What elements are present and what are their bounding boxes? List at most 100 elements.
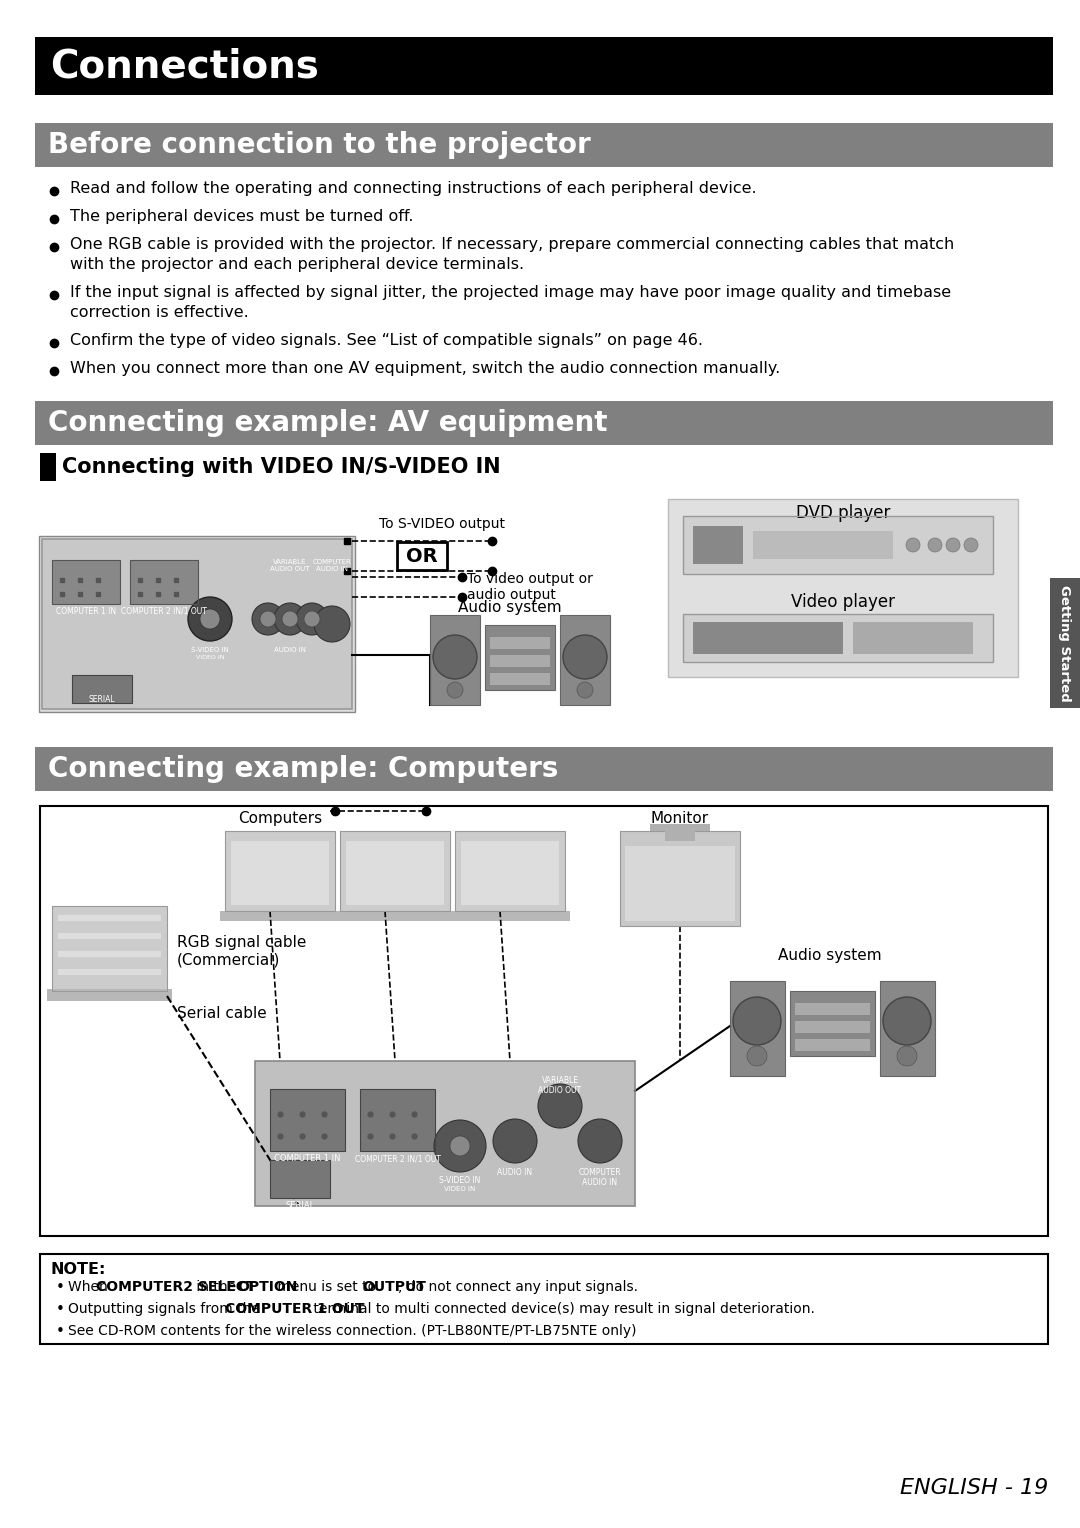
Bar — [35, 747, 1053, 792]
Bar — [620, 831, 740, 926]
Circle shape — [260, 611, 276, 626]
Text: Getting Started: Getting Started — [1058, 585, 1071, 701]
Text: with the projector and each peripheral device terminals.: with the projector and each peripheral d… — [70, 257, 524, 272]
Bar — [683, 614, 993, 662]
Bar — [683, 516, 993, 575]
Text: COMPUTER2 SELECT: COMPUTER2 SELECT — [96, 1280, 256, 1294]
Circle shape — [450, 1135, 470, 1157]
Bar — [485, 625, 555, 691]
Text: COMPUTER
AUDIO IN: COMPUTER AUDIO IN — [579, 1167, 621, 1187]
Text: COMPUTER 1 OUT: COMPUTER 1 OUT — [225, 1302, 364, 1316]
Bar — [72, 675, 132, 703]
Bar — [56, 940, 163, 950]
Bar — [485, 625, 555, 691]
Text: •: • — [56, 1280, 65, 1296]
Text: in the: in the — [192, 1280, 241, 1294]
Bar — [430, 614, 480, 704]
Text: Connections: Connections — [50, 47, 319, 86]
Bar — [430, 614, 480, 704]
Bar — [561, 614, 610, 704]
Bar — [360, 1089, 435, 1151]
Bar — [56, 975, 163, 987]
Circle shape — [188, 597, 232, 642]
Circle shape — [282, 611, 298, 626]
Bar — [683, 516, 993, 575]
Bar — [255, 1060, 635, 1206]
Bar — [665, 831, 696, 840]
Bar — [42, 539, 352, 709]
Text: COMPUTER
AUDIO IN: COMPUTER AUDIO IN — [312, 559, 351, 571]
Bar — [56, 921, 163, 934]
Text: OPTION: OPTION — [237, 1280, 297, 1294]
Circle shape — [906, 538, 920, 552]
Circle shape — [883, 996, 931, 1045]
Bar — [490, 672, 550, 685]
Bar — [42, 539, 352, 709]
Text: •: • — [56, 1323, 65, 1339]
Bar — [39, 536, 355, 712]
Bar — [753, 532, 893, 559]
Text: DVD player: DVD player — [796, 504, 890, 523]
Text: correction is effective.: correction is effective. — [70, 306, 248, 319]
Bar — [42, 539, 352, 709]
Text: VIDEO IN: VIDEO IN — [444, 1186, 475, 1192]
Bar — [461, 840, 559, 905]
Bar — [1050, 578, 1080, 707]
Text: Audio system: Audio system — [779, 947, 881, 963]
Bar — [56, 957, 163, 969]
Bar — [669, 500, 1018, 677]
Text: NOTE:: NOTE: — [50, 1262, 106, 1277]
Bar — [35, 122, 1053, 167]
Text: Monitor: Monitor — [651, 811, 710, 827]
Text: , do not connect any input signals.: , do not connect any input signals. — [399, 1280, 638, 1294]
Text: VARIABLE
AUDIO OUT: VARIABLE AUDIO OUT — [270, 559, 310, 571]
Bar — [52, 559, 120, 604]
Bar — [270, 1160, 330, 1198]
Bar — [561, 614, 610, 704]
Circle shape — [314, 607, 350, 642]
Bar — [397, 542, 447, 570]
Bar — [853, 622, 973, 654]
Bar — [52, 906, 167, 992]
Text: OUTPUT: OUTPUT — [363, 1280, 427, 1294]
Text: SERIAL: SERIAL — [285, 1201, 314, 1210]
Bar — [625, 847, 735, 921]
Text: VARIABLE
AUDIO OUT: VARIABLE AUDIO OUT — [539, 1076, 581, 1096]
Text: See CD-ROM contents for the wireless connection. (PT-LB80NTE/PT-LB75NTE only): See CD-ROM contents for the wireless con… — [68, 1323, 636, 1339]
Text: To S-VIDEO output: To S-VIDEO output — [379, 516, 505, 532]
Text: AUDIO IN: AUDIO IN — [498, 1167, 532, 1177]
Bar — [455, 831, 565, 911]
Bar — [270, 1089, 345, 1151]
Circle shape — [733, 996, 781, 1045]
Bar — [225, 831, 335, 911]
Bar — [340, 831, 450, 911]
Bar — [130, 559, 198, 604]
Bar — [58, 915, 161, 986]
Bar — [795, 1002, 870, 1015]
Bar — [880, 981, 935, 1076]
Bar — [220, 911, 340, 921]
Circle shape — [296, 604, 328, 636]
Text: OR: OR — [406, 547, 437, 565]
Bar — [48, 989, 172, 1001]
Bar — [40, 805, 1048, 1236]
Bar — [35, 37, 1053, 95]
Text: COMPUTER 2 IN/1 OUT: COMPUTER 2 IN/1 OUT — [121, 607, 207, 616]
Bar — [397, 542, 447, 570]
Text: Video player: Video player — [791, 593, 895, 611]
Circle shape — [964, 538, 978, 552]
Bar — [35, 400, 1053, 445]
Bar — [270, 1089, 345, 1151]
Bar — [52, 559, 120, 604]
Bar — [880, 981, 935, 1076]
Text: Connecting example: Computers: Connecting example: Computers — [48, 755, 558, 782]
Text: When: When — [68, 1280, 112, 1294]
Bar — [52, 906, 167, 992]
Text: •: • — [56, 1302, 65, 1317]
Text: When you connect more than one AV equipment, switch the audio connection manuall: When you connect more than one AV equipm… — [70, 361, 780, 376]
Text: To video output or
audio output: To video output or audio output — [467, 571, 593, 602]
Bar — [669, 500, 1018, 677]
Circle shape — [897, 1047, 917, 1067]
Text: One RGB cable is provided with the projector. If necessary, prepare commercial c: One RGB cable is provided with the proje… — [70, 237, 955, 252]
Bar — [795, 1039, 870, 1051]
